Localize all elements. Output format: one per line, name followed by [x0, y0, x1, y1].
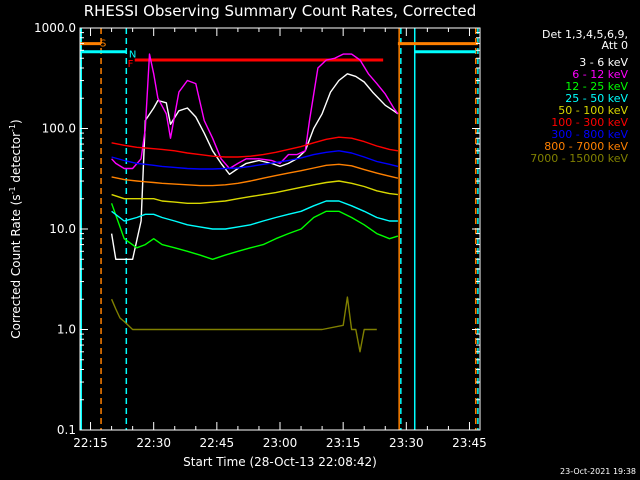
legend-header: Det 1,3,4,5,6,9,	[542, 28, 628, 41]
x-tick-label: 22:45	[200, 436, 235, 450]
legend-entry: 50 - 100 keV	[558, 104, 628, 117]
y-axis-label-part: )	[9, 119, 23, 124]
state-flag-label: S	[100, 38, 106, 49]
series-line	[110, 73, 399, 260]
x-axis-label: Start Time (28-Oct-13 22:08:42)	[183, 455, 377, 469]
y-tick-label: 0.1	[57, 423, 76, 437]
legend-entry: 300 - 800 keV	[551, 128, 628, 141]
legend-entry: 12 - 25 keV	[565, 80, 628, 93]
legend-entry: 7000 - 15000 keV	[530, 152, 628, 165]
state-flag-label: N	[129, 49, 136, 60]
y-tick-label: 1000.0	[34, 21, 76, 35]
y-axis-label-part: detector	[9, 132, 23, 187]
y-tick-label: 10.0	[49, 222, 76, 236]
series-line	[111, 163, 399, 187]
x-tick-label: 23:45	[452, 436, 487, 450]
series-line	[111, 136, 399, 158]
series-line	[110, 296, 377, 353]
legend-entry: 800 - 7000 keV	[544, 140, 628, 153]
y-axis-label-superscript: -1	[8, 124, 17, 132]
state-flag-label: F	[128, 59, 134, 70]
y-axis-label-superscript: -1	[8, 186, 17, 194]
legend-entry: 25 - 50 keV	[565, 92, 628, 105]
timestamp: 23-Oct-2021 19:38	[560, 467, 636, 476]
x-tick-label: 22:15	[73, 436, 108, 450]
series-line	[110, 203, 399, 260]
y-axis-label: Corrected Count Rate (s-1 detector-1)	[8, 119, 23, 338]
x-tick-label: 22:30	[136, 436, 171, 450]
x-tick-label: 23:00	[263, 436, 298, 450]
legend-entry: 6 - 12 keV	[572, 68, 628, 81]
legend-entry: 100 - 300 keV	[551, 116, 628, 129]
y-tick-label: 1.0	[57, 323, 76, 337]
x-tick-label: 23:15	[326, 436, 361, 450]
series-line	[111, 53, 399, 170]
series-line	[111, 200, 398, 230]
series-line	[111, 180, 398, 205]
x-tick-label: 23:30	[389, 436, 424, 450]
y-axis-label-part: Corrected Count Rate (s	[9, 194, 23, 338]
y-tick-label: 100.0	[42, 122, 76, 136]
legend-header: Att 0	[602, 39, 628, 52]
series-line	[111, 150, 399, 170]
chart-title: RHESSI Observing Summary Count Rates, Co…	[84, 2, 477, 20]
legend-entry: 3 - 6 keV	[579, 56, 628, 69]
